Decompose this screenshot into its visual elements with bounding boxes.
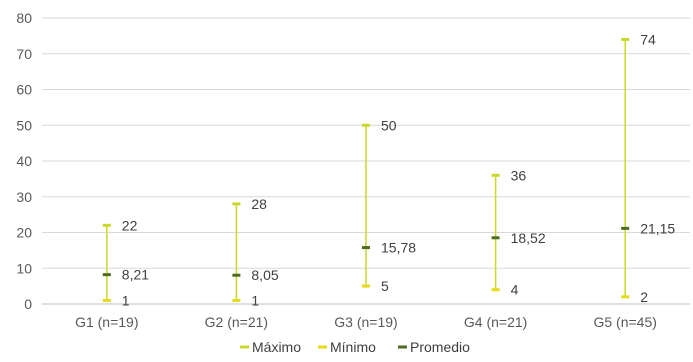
x-axis: G1 (n=19) G2 (n=21) G3 (n=19) G4 (n=21) G5 (… (42, 303, 690, 330)
min-data-label: 1 (122, 292, 130, 308)
y-tick-label: 40 (16, 153, 32, 169)
min-data-label: 5 (381, 278, 389, 294)
y-tick-label: 30 (16, 189, 32, 205)
x-tick-label: G1 (n=19) (75, 314, 138, 330)
plot-area: 22 28 50 36 74 1 1 5 4 2 8,21 8,05 15,78 18,52 21,15 (102, 31, 675, 308)
avg-data-label: 21,15 (640, 220, 675, 236)
legend-label: Promedio (410, 339, 470, 355)
legend-label: Máximo (252, 339, 301, 355)
x-tick-label: G4 (n=21) (464, 314, 527, 330)
y-tick-label: 0 (24, 296, 32, 312)
max-data-label: 74 (640, 31, 656, 47)
x-tick-label: G2 (n=21) (205, 314, 268, 330)
y-tick-label: 50 (16, 117, 32, 133)
legend: Máximo Mínimo Promedio (240, 339, 470, 355)
y-tick-label: 10 (16, 260, 32, 276)
avg-data-label: 8,21 (122, 267, 149, 283)
max-data-label: 50 (381, 117, 397, 133)
y-tick-label: 60 (16, 82, 32, 98)
min-data-label: 1 (251, 292, 259, 308)
min-data-label: 4 (511, 282, 519, 298)
max-data-label: 28 (251, 196, 267, 212)
avg-data-label: 15,78 (381, 240, 416, 256)
x-tick-label: G3 (n=19) (334, 314, 397, 330)
y-tick-label: 80 (16, 10, 32, 26)
max-data-label: 22 (122, 217, 138, 233)
y-axis: 0 10 20 30 40 50 60 70 80 (16, 10, 32, 312)
avg-data-label: 8,05 (251, 267, 278, 283)
y-tick-label: 70 (16, 46, 32, 62)
y-tick-label: 20 (16, 225, 32, 241)
legend-label: Mínimo (330, 339, 376, 355)
x-tick-label: G5 (n=45) (593, 314, 656, 330)
avg-data-label: 18,52 (511, 230, 546, 246)
max-data-label: 36 (511, 167, 527, 183)
min-data-label: 2 (640, 289, 648, 305)
